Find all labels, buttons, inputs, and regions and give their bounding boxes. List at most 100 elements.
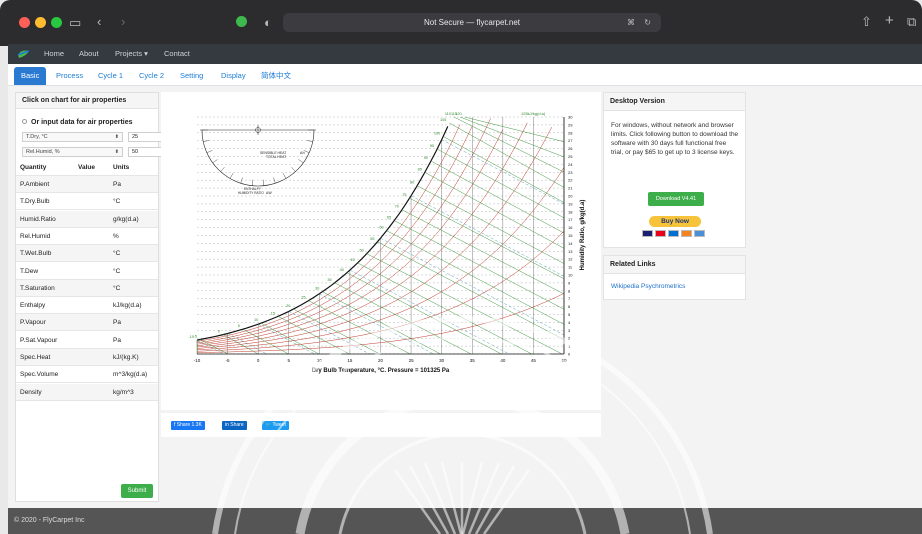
rh-curve: [197, 126, 472, 343]
y-axis-label: Humidity Ratio, g/kg(d.a): [580, 200, 586, 271]
panel-title: Click on chart for air properties: [16, 93, 158, 109]
address-bar[interactable]: Not Secure — flycarpet.net ⌘ ↻: [283, 13, 661, 32]
bank-card-icon: [694, 230, 705, 237]
tabs-overview-icon[interactable]: ⧉: [907, 15, 916, 28]
desktop-version-panel: Desktop Version For windows, without net…: [603, 92, 746, 248]
row-units: kJ/kg(d.a): [113, 297, 142, 314]
y-tick-label: 6: [568, 304, 571, 309]
enthalpy-label: 20: [286, 304, 290, 308]
y-tick-label: 3: [568, 328, 571, 333]
translate-icon[interactable]: ⌘: [627, 13, 635, 32]
select-arrow-icon: ⬍: [115, 133, 119, 142]
download-button[interactable]: Download V4.41: [648, 192, 704, 206]
radio-input-icon[interactable]: [22, 119, 27, 124]
tab-display[interactable]: Display: [214, 67, 253, 85]
related-links-title: Related Links: [604, 256, 745, 274]
nav-projects[interactable]: Projects ▾: [115, 48, 148, 60]
tab-cycle-2[interactable]: Cycle 2: [132, 67, 171, 85]
nav-home[interactable]: Home: [44, 48, 64, 60]
enthalpy-line: [223, 335, 258, 354]
row-quantity: T.Dry.Bulb: [20, 193, 50, 210]
x-tick-label: 15: [347, 358, 353, 363]
row-quantity: Humid.Ratio: [20, 211, 56, 228]
wikipedia-link[interactable]: Wikipedia Psychrometrics: [611, 283, 685, 290]
nav-about[interactable]: About: [79, 48, 99, 60]
wet-bulb-line: [258, 324, 315, 354]
tab-chinese[interactable]: 简体中文: [254, 67, 298, 85]
y-tick-label: 5: [568, 312, 571, 317]
reload-icon[interactable]: ↻: [644, 13, 651, 32]
enthalpy-label: 60: [379, 226, 383, 230]
back-icon[interactable]: ‹: [97, 15, 101, 28]
row-units: Pa: [113, 176, 121, 193]
payment-cards: [642, 230, 708, 237]
y-tick-label: 19: [568, 201, 573, 206]
discover-card-icon: [681, 230, 692, 237]
header-quantity: Quantity: [20, 159, 46, 176]
x-tick-label: 30: [439, 358, 445, 363]
tab-setting[interactable]: Setting: [173, 67, 210, 85]
enthalpy-unit-label: 125kJ/kg(d.a): [521, 111, 546, 116]
protractor-tick: [230, 173, 233, 178]
tab-basic[interactable]: Basic: [14, 67, 46, 85]
share-icon[interactable]: ⇧: [861, 15, 872, 28]
y-tick-label: 4: [568, 320, 571, 325]
y-tick-label: 20: [568, 194, 573, 199]
header-value: Value: [78, 159, 95, 176]
property-select-2[interactable]: Rel.Humid, % ⬍: [22, 147, 123, 157]
enthalpy-line: [367, 254, 562, 354]
extension-icon[interactable]: [236, 16, 247, 27]
enthalpy-line: [425, 172, 564, 248]
x-tick-label: 40: [500, 358, 506, 363]
enthalpy-line: [243, 329, 289, 354]
table-row: T.Dew °C: [16, 263, 158, 280]
tab-process[interactable]: Process: [49, 67, 90, 85]
input-1-value: 25: [132, 134, 138, 140]
protractor-tick: [221, 167, 225, 171]
enthalpy-line: [261, 323, 319, 354]
privacy-shield-icon[interactable]: ◐: [264, 16, 272, 29]
rh-curve: [197, 125, 460, 342]
y-tick-label: 17: [568, 217, 573, 222]
x-tick-label: 45: [531, 358, 537, 363]
air-properties-panel: Click on chart for air properties Or inp…: [15, 92, 159, 502]
tab-bar: Basic Process Cycle 1 Cycle 2 Setting Di…: [8, 64, 922, 86]
new-tab-icon[interactable]: +: [885, 14, 894, 27]
enthalpy-line: [309, 301, 411, 354]
protractor-tick: [263, 180, 264, 186]
enthalpy-label: 10: [254, 318, 258, 322]
twitter-share-button[interactable]: 🐦 Tweet: [262, 421, 289, 430]
protractor-tick: [252, 180, 253, 186]
row-units: °C: [113, 263, 120, 280]
maximize-window-button[interactable]: [51, 17, 62, 28]
enthalpy-line: [394, 221, 564, 310]
x-tick-label: 20: [378, 358, 384, 363]
enthalpy-label: 35: [327, 278, 331, 282]
enthalpy-label: 40: [340, 268, 344, 272]
facebook-share-button[interactable]: f Share 1.3K: [171, 421, 205, 430]
close-window-button[interactable]: [19, 17, 30, 28]
nav-contact[interactable]: Contact: [164, 48, 190, 60]
enthalpy-label: 100: [434, 131, 440, 135]
input-section-title: Or input data for air properties: [16, 119, 158, 126]
row-units: m^3/kg(d.a): [113, 366, 147, 383]
property-select-1[interactable]: T.Dry, °C ⬍: [22, 132, 123, 142]
row-units: °C: [113, 193, 120, 210]
table-row: T.Wet.Bulb °C: [16, 245, 158, 262]
submit-button[interactable]: Submit: [121, 484, 153, 498]
protractor-tick: [291, 167, 295, 171]
protractor-arc: [202, 130, 314, 186]
psychrometric-chart[interactable]: 0123456789101112131415161718192021222324…: [161, 92, 601, 410]
buy-now-button[interactable]: Buy Now: [649, 216, 701, 227]
sidebar-icon[interactable]: ▭: [69, 16, 81, 29]
enthalpy-label: 5: [238, 324, 240, 328]
enthalpy-label: 30: [315, 287, 319, 291]
minimize-window-button[interactable]: [35, 17, 46, 28]
forward-icon[interactable]: ›: [121, 15, 125, 28]
amex-card-icon: [668, 230, 679, 237]
tab-cycle-1[interactable]: Cycle 1: [91, 67, 130, 85]
flycarpet-logo-icon[interactable]: [17, 48, 30, 60]
enthalpy-label: 95: [430, 144, 434, 148]
x-tick-label: 0: [257, 358, 260, 363]
linkedin-share-button[interactable]: in Share: [222, 421, 247, 430]
